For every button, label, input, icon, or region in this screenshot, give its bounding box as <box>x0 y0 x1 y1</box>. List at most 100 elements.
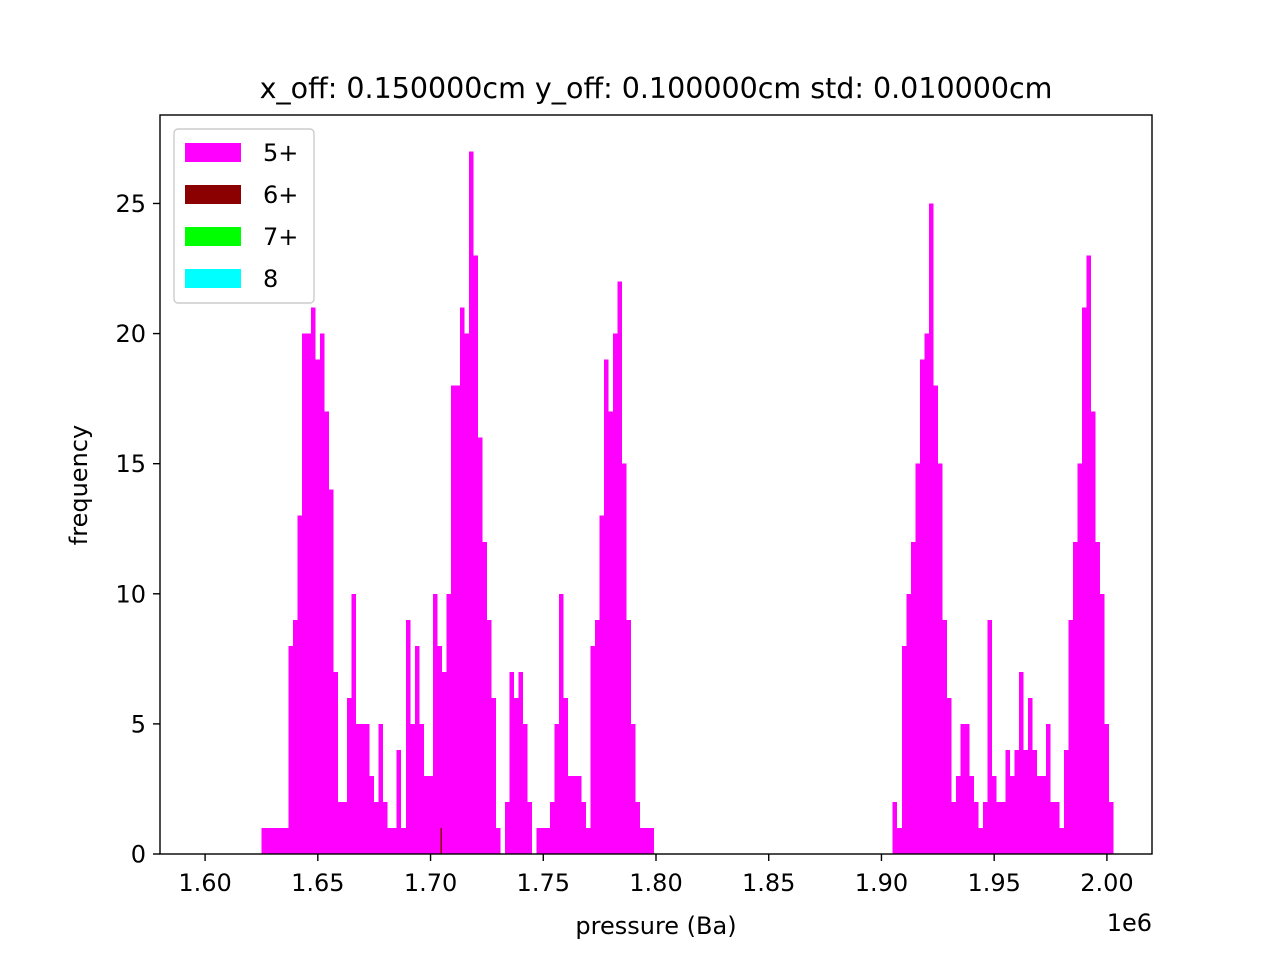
histogram-bar <box>644 827 650 854</box>
histogram-bar <box>536 827 542 854</box>
legend-label: 6+ <box>263 181 298 209</box>
histogram-bar <box>320 333 325 855</box>
histogram-bar <box>378 723 384 854</box>
legend-box <box>173 128 315 304</box>
histogram-bar <box>987 619 992 854</box>
histogram-bar <box>550 801 555 854</box>
histogram-bar <box>635 801 641 854</box>
x-tick-label: 1.90 <box>855 869 908 897</box>
histogram-bar <box>261 827 266 854</box>
histogram-bar <box>1068 619 1074 854</box>
histogram-bar <box>892 801 898 854</box>
histogram-bar <box>504 801 510 854</box>
histogram-bar <box>541 827 546 854</box>
histogram-bar <box>450 385 456 854</box>
histogram-bar <box>437 645 442 854</box>
histogram-bar <box>568 775 573 854</box>
histogram-bar <box>1005 749 1010 854</box>
histogram-bar <box>919 359 925 854</box>
histogram-bar <box>942 619 947 854</box>
histogram-bar <box>640 827 645 854</box>
histogram-bar <box>978 827 983 854</box>
histogram-bar <box>946 697 952 854</box>
histogram-bar <box>951 801 956 854</box>
bar-layer <box>261 151 1114 855</box>
histogram-bar <box>342 801 348 854</box>
histogram-bar <box>996 801 1001 854</box>
histogram-bar <box>545 827 551 854</box>
histogram-bar <box>595 619 600 854</box>
histogram-bar <box>906 593 911 854</box>
histogram-bar <box>1082 307 1087 854</box>
histogram-bar <box>338 801 343 854</box>
histogram-bar <box>410 723 415 854</box>
histogram-bar <box>599 515 605 854</box>
histogram-bar <box>419 723 424 854</box>
histogram-bar <box>495 827 501 854</box>
histogram-bar <box>1109 801 1114 854</box>
histogram-bar <box>405 619 411 854</box>
histogram-bar <box>527 801 532 854</box>
histogram-bar <box>1091 411 1096 854</box>
histogram-bar <box>356 723 361 854</box>
histogram-bar <box>369 775 375 854</box>
x-tick-label: 1.65 <box>291 869 344 897</box>
histogram-bar <box>960 723 965 854</box>
histogram-bar <box>1009 775 1015 854</box>
histogram-bar <box>1050 801 1056 854</box>
histogram-bar <box>351 593 357 854</box>
histogram-bar <box>554 723 560 854</box>
histogram-bar <box>581 801 587 854</box>
x-tick-label: 1.85 <box>742 869 795 897</box>
y-tick-label: 0 <box>131 841 146 869</box>
histogram-bar <box>1041 775 1047 854</box>
legend-label: 5+ <box>263 139 298 167</box>
histogram-bar <box>468 151 474 854</box>
histogram-bar <box>631 723 636 854</box>
histogram-bar <box>649 827 654 854</box>
histogram-bar <box>473 255 478 854</box>
histogram-bar <box>360 723 366 854</box>
histogram-bar <box>982 801 988 854</box>
histogram-bar <box>423 775 429 854</box>
histogram-bar <box>329 489 334 854</box>
histogram-bar <box>396 749 402 854</box>
histogram-bar <box>1014 749 1019 854</box>
histogram-bar <box>428 775 433 854</box>
y-tick-label: 20 <box>115 320 146 348</box>
histogram-bar <box>955 775 961 854</box>
histogram-bar <box>1064 749 1069 854</box>
legend-label: 7+ <box>263 223 298 251</box>
histogram-bar <box>482 541 487 854</box>
histogram-bar <box>626 619 632 854</box>
histogram-bar <box>915 463 920 854</box>
histogram-bar <box>577 775 582 854</box>
histogram-bar <box>933 385 938 854</box>
histogram-bar <box>414 645 420 854</box>
histogram-bar <box>432 593 438 854</box>
histogram-bar <box>347 697 352 854</box>
histogram-bar <box>441 671 447 854</box>
histogram-bar <box>509 671 514 854</box>
histogram-bar <box>1059 827 1065 854</box>
histogram-bar <box>1032 749 1038 854</box>
histogram-bar <box>293 619 298 854</box>
histogram-bar <box>477 437 483 854</box>
legend-swatch <box>185 227 241 246</box>
histogram-bar <box>604 359 609 854</box>
histogram-bar <box>491 697 496 854</box>
y-axis-label: frequency <box>65 425 93 545</box>
histogram-bar <box>265 827 271 854</box>
legend-swatch <box>185 185 241 204</box>
histogram-bar <box>279 827 284 854</box>
legend-swatch <box>185 269 241 288</box>
histogram-bar <box>897 827 902 854</box>
x-axis-ticks: 1.60 1.65 1.70 1.75 1.80 1.85 1.90 1.95 2.00 <box>178 854 1134 897</box>
x-tick-label: 1.80 <box>629 869 682 897</box>
histogram-bar <box>964 723 970 854</box>
histogram-bar <box>315 359 321 854</box>
histogram-bar <box>928 203 934 855</box>
histogram-bar <box>622 463 627 854</box>
histogram-bar <box>1055 801 1060 854</box>
histogram-bar <box>1018 671 1024 854</box>
